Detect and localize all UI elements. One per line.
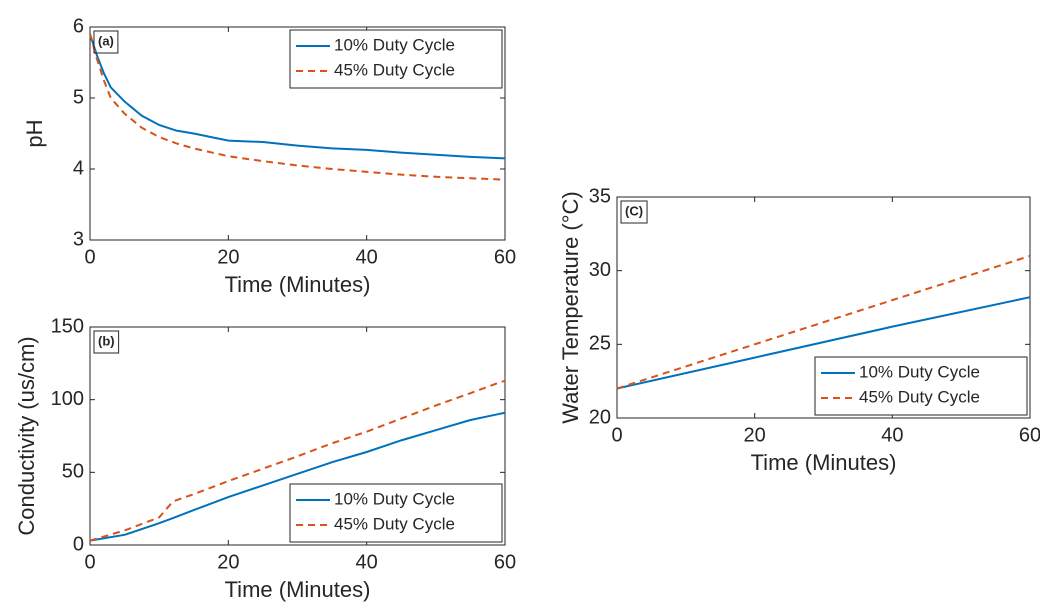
x-tick-label: 0 (611, 424, 622, 446)
panel-label-box (93, 30, 119, 54)
panel-label-box (620, 200, 648, 224)
panel-label: (b) (98, 333, 115, 348)
y-tick-label: 35 (589, 185, 611, 207)
x-tick-label: 60 (1019, 424, 1040, 446)
y-tick-label: 100 (51, 388, 84, 410)
legend-label: 10% Duty Cycle (334, 35, 455, 54)
panel-label-box (93, 330, 120, 354)
x-tick-label: 20 (217, 551, 239, 573)
x-tick-label: 60 (494, 551, 516, 573)
series-line (89, 33, 506, 160)
y-tick-label: 50 (62, 461, 84, 483)
y-axis-label: pH (22, 119, 47, 147)
x-tick-label: 20 (744, 424, 766, 446)
x-tick-label: 0 (84, 246, 95, 268)
legend-label: 45% Duty Cycle (859, 387, 980, 406)
y-tick-label: 30 (589, 259, 611, 281)
y-axis-label: Water Temperature (°C) (558, 191, 583, 424)
series-line (616, 296, 1031, 390)
x-tick-label: 60 (494, 246, 516, 268)
axes-box (89, 326, 506, 546)
x-axis-label: Time (Minutes) (225, 577, 371, 602)
y-tick-label: 150 (51, 315, 84, 337)
x-tick-label: 20 (217, 246, 239, 268)
y-tick-label: 5 (73, 86, 84, 108)
x-tick-label: 40 (881, 424, 903, 446)
axes-box (89, 26, 506, 241)
series-line (89, 379, 506, 542)
y-tick-label: 0 (73, 533, 84, 555)
y-tick-label: 25 (589, 333, 611, 355)
series-line (89, 33, 506, 181)
y-tick-label: 3 (73, 228, 84, 250)
y-tick-label: 6 (73, 15, 84, 37)
x-tick-label: 40 (356, 246, 378, 268)
legend-box (289, 29, 503, 89)
legend-label: 10% Duty Cycle (334, 489, 455, 508)
series-line (89, 411, 506, 542)
y-tick-label: 4 (73, 157, 84, 179)
y-tick-label: 20 (589, 406, 611, 428)
x-tick-label: 40 (356, 551, 378, 573)
x-axis-label: Time (Minutes) (751, 450, 897, 475)
legend-label: 45% Duty Cycle (334, 514, 455, 533)
panel-label: (C) (625, 203, 643, 218)
series-line (616, 254, 1031, 390)
x-axis-label: Time (Minutes) (225, 272, 371, 297)
y-axis-label: Conductivity (us/cm) (14, 336, 39, 535)
legend-box (814, 356, 1028, 416)
panel-label: (a) (98, 33, 114, 48)
legend-label: 10% Duty Cycle (859, 362, 980, 381)
axes-box (616, 196, 1031, 419)
x-tick-label: 0 (84, 551, 95, 573)
legend-box (289, 483, 503, 543)
legend-label: 45% Duty Cycle (334, 60, 455, 79)
